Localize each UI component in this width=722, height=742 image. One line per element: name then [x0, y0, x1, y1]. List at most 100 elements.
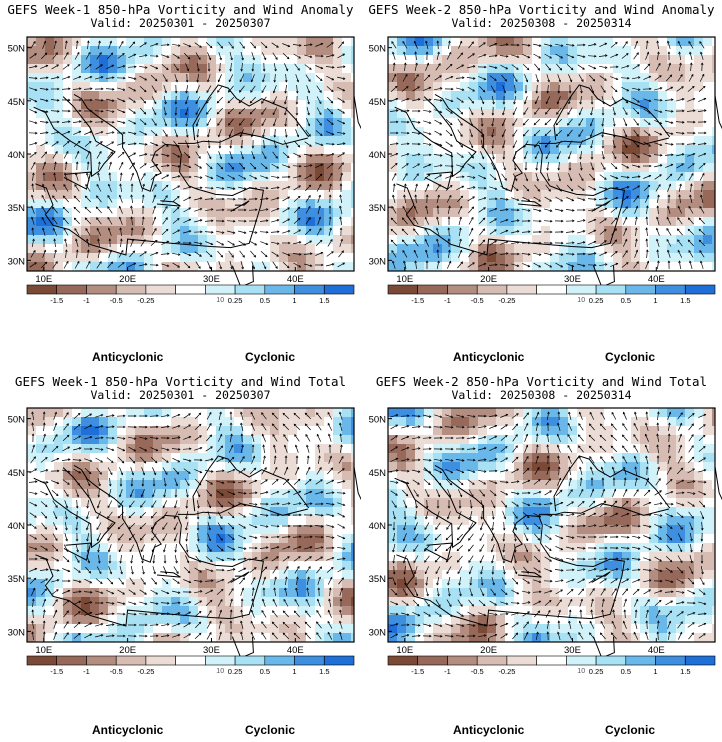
field-cell: [523, 253, 532, 262]
wind-arrowhead: [394, 85, 398, 89]
field-cell: [640, 181, 649, 190]
wind-arrowhead: [427, 173, 431, 177]
field-cell: [90, 172, 99, 181]
field-cell: [225, 100, 234, 109]
field-cell: [261, 172, 270, 181]
wind-arrow: [139, 163, 147, 169]
field-cell: [631, 190, 640, 199]
field-cell: [541, 145, 550, 154]
wind-arrowhead: [164, 90, 168, 94]
field-cell: [117, 444, 126, 453]
field-cell: [171, 154, 180, 163]
field-cell: [207, 55, 216, 64]
field-cell: [415, 136, 424, 145]
field-cell: [252, 208, 261, 217]
wind-arrow: [241, 139, 243, 149]
wind-arrowhead: [285, 68, 289, 72]
field-cell: [685, 190, 694, 199]
wind-arrow: [404, 62, 406, 72]
field-cell: [270, 154, 279, 163]
wind-arrow: [544, 43, 552, 47]
field-cell: [622, 253, 631, 262]
wind-arrowhead: [331, 163, 334, 166]
field-cell: [225, 55, 234, 64]
wind-arrow: [251, 261, 255, 269]
field-cell: [45, 181, 54, 190]
wind-arrow: [468, 228, 474, 236]
field-cell: [406, 190, 415, 199]
field-cell: [514, 235, 523, 244]
wind-arrowhead: [199, 207, 203, 211]
wind-arrow: [117, 262, 125, 268]
wind-arrowhead: [206, 123, 209, 127]
field-cell: [216, 136, 225, 145]
field-cell: [667, 181, 676, 190]
field-cell: [550, 118, 559, 127]
wind-arrow: [478, 207, 486, 213]
field-cell: [297, 64, 306, 73]
field-cell: [306, 253, 315, 262]
field-cell: [712, 127, 715, 136]
field-cell: [442, 136, 451, 145]
wind-arrowhead: [320, 133, 323, 136]
wind-arrowhead: [660, 98, 663, 102]
field-cell: [81, 136, 90, 145]
wind-arrowhead: [275, 57, 278, 60]
field-cell: [342, 127, 351, 136]
wind-arrow: [621, 196, 629, 202]
wind-arrow: [547, 161, 549, 171]
field-cell: [108, 471, 117, 480]
field-cell: [117, 435, 126, 444]
wind-arrowhead: [483, 251, 486, 254]
wind-arrowhead: [195, 90, 199, 94]
field-cell: [126, 91, 135, 100]
field-cell: [351, 100, 354, 109]
wind-arrowhead: [165, 195, 168, 198]
field-cell: [712, 190, 715, 199]
wind-arrowhead: [287, 229, 291, 233]
field-cell: [144, 480, 153, 489]
field-cell: [388, 172, 397, 181]
field-cell: [559, 46, 568, 55]
wind-arrow: [523, 184, 529, 192]
wind-arrow: [218, 129, 222, 137]
colorbar-swatch: [625, 284, 656, 295]
wind-arrow: [117, 87, 125, 91]
wind-arrow: [260, 251, 268, 257]
field-cell: [117, 244, 126, 253]
wind-arrow: [456, 97, 464, 103]
field-cell: [54, 154, 63, 163]
field-cell: [559, 109, 568, 118]
colorbar-tick-label: 0.5: [621, 296, 631, 305]
colorbar-tick-label: -1: [444, 296, 451, 305]
field-cell: [306, 109, 315, 118]
wind-arrowhead: [534, 145, 537, 148]
wind-arrow: [512, 107, 518, 115]
y-tick-label: 40N: [8, 150, 26, 161]
wind-arrowhead: [143, 100, 147, 104]
wind-arrowhead: [626, 176, 630, 179]
wind-arrowhead: [524, 91, 528, 94]
wind-arrowhead: [501, 123, 505, 127]
field-cell: [126, 498, 135, 507]
wind-arrow: [533, 196, 541, 202]
field-cell: [261, 444, 270, 453]
wind-arrowhead: [319, 183, 322, 187]
wind-arrow: [643, 119, 651, 125]
field-cell: [54, 244, 63, 253]
wind-arrowhead: [505, 43, 509, 46]
wind-arrow: [600, 162, 606, 170]
wind-arrow: [172, 185, 180, 191]
field-cell: [469, 190, 478, 199]
wind-arrow: [645, 261, 649, 269]
wind-arrowhead: [253, 166, 257, 170]
field-cell: [487, 163, 496, 172]
wind-arrow: [29, 53, 37, 59]
field-cell: [252, 262, 261, 271]
field-cell: [288, 498, 297, 507]
wind-arrow: [97, 250, 101, 258]
field-cell: [63, 46, 72, 55]
wind-arrowhead: [682, 120, 685, 124]
wind-arrowhead: [276, 196, 280, 200]
wind-arrowhead: [655, 227, 659, 231]
